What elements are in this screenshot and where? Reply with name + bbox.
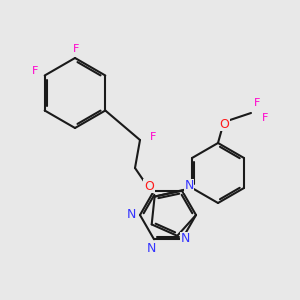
Text: O: O xyxy=(144,179,154,193)
Text: F: F xyxy=(150,132,156,142)
Text: N: N xyxy=(181,232,190,245)
Text: F: F xyxy=(73,44,79,54)
Text: F: F xyxy=(254,98,260,108)
Text: O: O xyxy=(219,118,229,130)
Text: N: N xyxy=(126,208,136,221)
Text: F: F xyxy=(32,65,38,76)
Text: F: F xyxy=(262,113,268,123)
Text: N: N xyxy=(184,179,194,192)
Text: N: N xyxy=(146,242,156,255)
